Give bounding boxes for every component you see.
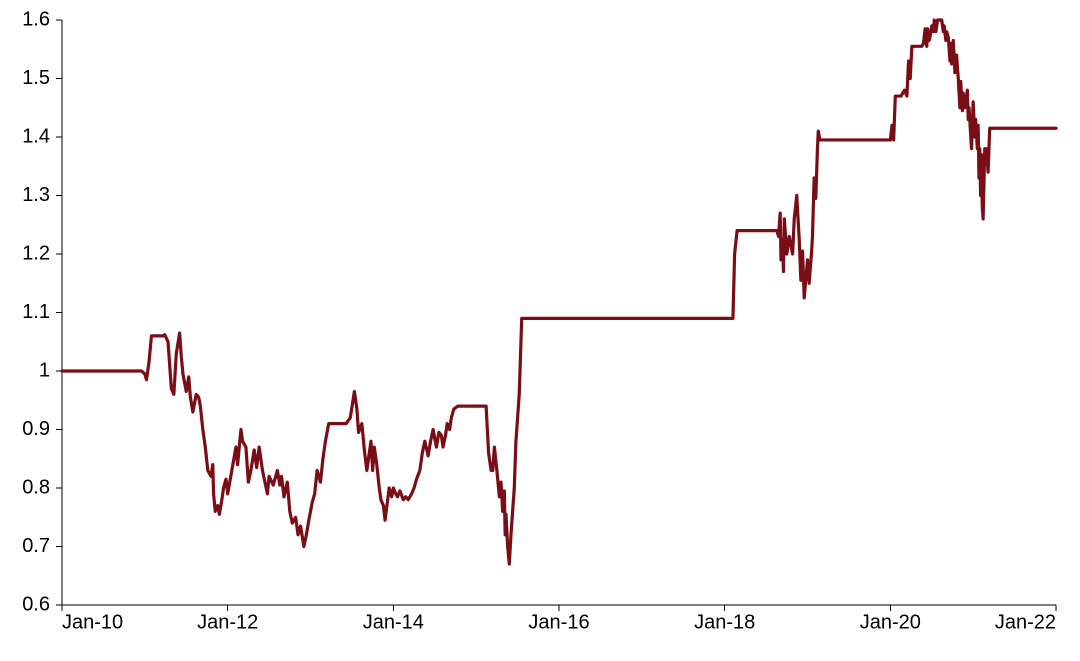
- x-tick-label: Jan-14: [363, 612, 424, 634]
- y-tick-label: 1.6: [22, 8, 50, 30]
- y-tick-label: 1.3: [22, 184, 50, 206]
- x-tick-label: Jan-20: [860, 612, 921, 634]
- y-tick-label: 1: [39, 359, 50, 381]
- y-tick-label: 0.8: [22, 476, 50, 498]
- chart-bg: [0, 0, 1080, 661]
- x-tick-label: Jan-12: [197, 612, 258, 634]
- y-tick-label: 0.6: [22, 593, 50, 615]
- y-tick-label: 1.4: [22, 125, 50, 147]
- y-tick-label: 1.5: [22, 67, 50, 89]
- y-tick-label: 0.7: [22, 535, 50, 557]
- y-tick-label: 1.2: [22, 242, 50, 264]
- chart-svg: 0.6 0.7 0.8 0.9 1 1.1 1.2 1.3 1.4 1.5 1.6 Jan-10 Jan…: [0, 0, 1080, 661]
- x-tick-label: Jan-22: [995, 612, 1056, 634]
- y-tick-label: 1.1: [22, 301, 50, 323]
- line-chart: 0.6 0.7 0.8 0.9 1 1.1 1.2 1.3 1.4 1.5 1.6 Jan-10 Jan…: [0, 0, 1080, 661]
- y-tick-label: 0.9: [22, 418, 50, 440]
- x-tick-label: Jan-10: [62, 612, 123, 634]
- x-tick-label: Jan-18: [694, 612, 755, 634]
- x-tick-label: Jan-16: [528, 612, 589, 634]
